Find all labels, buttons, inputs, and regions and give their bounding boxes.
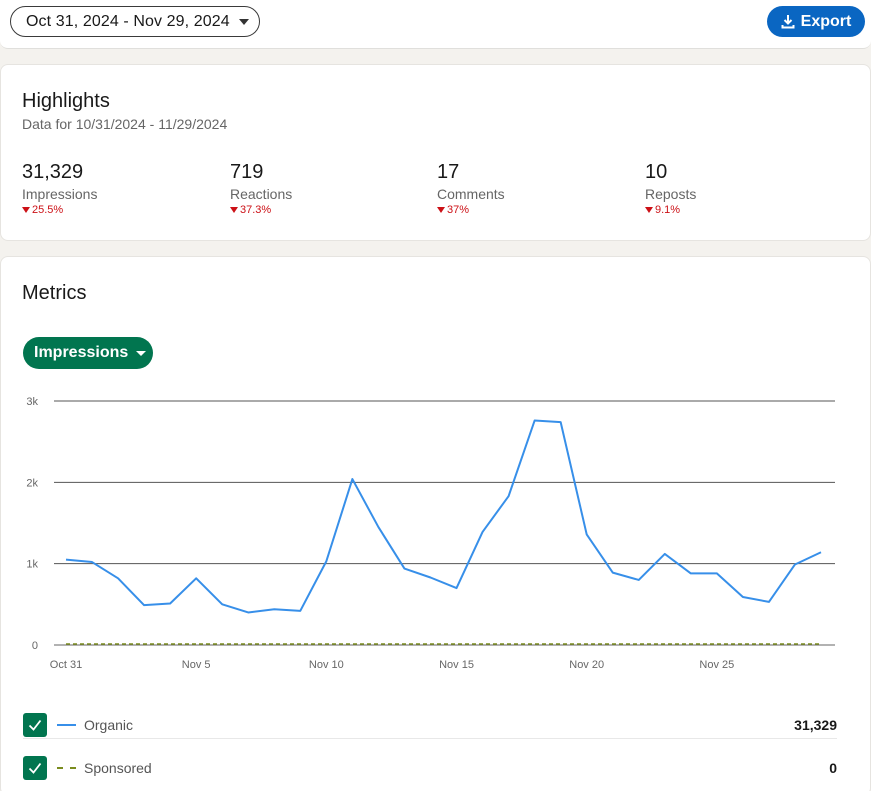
stat-value: 17 [437,161,460,183]
organic-data-point [428,575,432,579]
caret-down-icon [136,350,147,356]
organic-data-point [376,525,380,529]
stat-reposts: 10 Reposts 9.1% [645,161,696,216]
organic-data-point [90,560,94,564]
organic-data-point [741,595,745,599]
stat-change-value: 25.5% [32,204,64,216]
highlights-subtitle: Data for 10/31/2024 - 11/29/2024 [22,116,228,132]
legend-label: Organic [84,716,134,733]
down-arrow-icon [230,207,238,213]
organic-data-point [324,559,328,563]
stat-change: 25.5% [22,204,97,216]
organic-data-point [689,571,693,575]
organic-series-line [65,419,822,614]
organic-data-point [116,576,120,580]
stat-change-value: 9.1% [655,204,681,216]
organic-data-point [350,477,354,481]
legend-organic: Organic 31,329 [23,711,837,739]
organic-data-point [455,586,459,590]
organic-line-swatch [57,723,76,726]
y-tick-label: 3k [26,396,38,408]
organic-data-point [663,552,667,556]
stat-change-value: 37% [447,204,470,216]
organic-data-point [194,576,198,580]
organic-data-point [715,571,719,575]
sponsored-checkbox[interactable] [23,756,47,780]
organic-data-point [272,607,276,611]
stat-label: Reactions [230,186,293,202]
stat-impressions: 31,329 Impressions 25.5% [22,161,97,216]
stat-label: Reposts [645,186,697,202]
organic-data-point [767,600,771,604]
download-icon [781,15,795,29]
export-button[interactable]: Export [767,6,865,37]
organic-data-point [220,602,224,606]
metrics-card: Metrics Impressions Organic 31,329 Spons… [0,256,871,791]
organic-data-point [298,609,302,613]
highlights-card: Highlights Data for 10/31/2024 - 11/29/2… [0,64,871,241]
stat-value: 31,329 [22,161,84,183]
down-arrow-icon [22,207,30,213]
stat-comments: 17 Comments 37% [437,161,505,216]
organic-data-point [402,567,406,571]
stat-reactions: 719 Reactions 37.3% [230,161,292,216]
checkmark-icon [28,719,42,731]
x-tick-label: Nov 20 [569,659,604,671]
stat-change: 37% [437,204,505,216]
highlights-title: Highlights [22,90,110,112]
x-tick-label: Nov 25 [699,659,734,671]
stat-change-value: 37.3% [240,204,272,216]
x-tick-label: Nov 5 [182,659,211,671]
caret-down-icon [238,18,249,25]
organic-data-point [142,603,146,607]
organic-data-point [559,420,563,424]
x-tick-label: Nov 10 [309,659,344,671]
stat-value: 10 [645,161,668,183]
organic-data-point [507,494,511,498]
date-range-label: Oct 31, 2024 - Nov 29, 2024 [26,12,230,30]
organic-data-point [637,578,641,582]
metric-selector-label: Impressions [34,344,129,361]
x-tick-label: Oct 31 [50,659,82,671]
stat-label: Impressions [22,186,98,202]
legend-total: 0 [829,760,837,776]
organic-data-point [246,610,250,614]
legend-sponsored: Sponsored 0 [23,754,837,782]
stat-value: 719 [230,161,264,183]
sponsored-line-swatch [57,767,76,769]
down-arrow-icon [437,207,445,213]
y-tick-label: 1k [26,559,38,571]
down-arrow-icon [645,207,653,213]
stat-label: Comments [437,186,505,202]
stat-change: 9.1% [645,204,696,216]
organic-data-point [481,530,485,534]
x-tick-label: Nov 15 [439,659,474,671]
metric-selector-dropdown[interactable]: Impressions [23,337,153,369]
organic-data-point [168,602,172,606]
y-tick-label: 0 [32,640,38,652]
date-range-dropdown[interactable]: Oct 31, 2024 - Nov 29, 2024 [10,6,260,37]
organic-data-point [819,550,823,554]
organic-data-point [585,532,589,536]
impressions-line-chart: 0 1k 2k 3k Oct 31 Nov 5 Nov 10 Nov 15 Nov 20 Nov … [26,396,835,671]
stat-change: 37.3% [230,204,292,216]
organic-data-point [793,562,797,566]
organic-data-point [64,558,68,562]
organic-checkbox[interactable] [23,712,47,737]
legend-label: Sponsored [84,760,152,776]
y-tick-label: 2k [26,477,38,489]
checkmark-icon [28,762,42,774]
legend-total: 31,329 [794,716,837,733]
export-label: Export [800,12,852,30]
organic-data-point [611,571,615,575]
organic-data-point [533,419,537,423]
metrics-title: Metrics [22,282,87,304]
top-toolbar: Oct 31, 2024 - Nov 29, 2024 Export [0,0,871,49]
